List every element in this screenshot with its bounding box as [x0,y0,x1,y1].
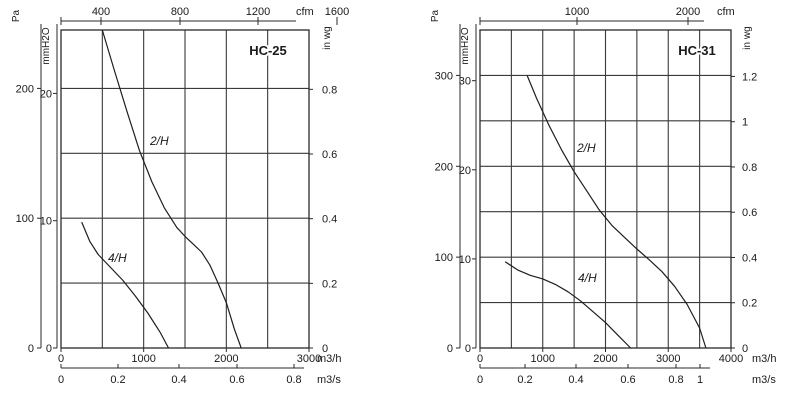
chart-panel-2: 0100200300Pa0102030mmH2O00.20.40.60.811.… [430,6,776,386]
pa-tick-label: 200 [435,161,453,173]
m3s-tick-label: 1 [697,374,703,386]
inwg-tick-label: 0.8 [322,84,337,96]
inwg-tick-label: 0.6 [742,207,757,219]
m3s-tick-label: 0.8 [286,374,301,386]
cfm-tick-label: 1200 [246,6,270,18]
m3h-tick-label: 3000 [656,353,680,365]
inwg-tick-label: 0 [322,343,328,355]
pa-tick-label: 0 [28,343,34,355]
m3s-tick-label: 0.6 [229,374,244,386]
pa-axis-label: Pa [11,9,22,22]
m3h-tick-label: 0 [58,353,64,365]
mmh2o-tick-label: 20 [40,88,52,100]
chart-panel-1: 0 100 200 Pa 0 10 20 mmH2O 0 0.2 0.4 0.6 0.8 in wg 400… [11,6,349,386]
plot-frame [60,29,310,349]
cfm-axis-label: cfm [717,6,735,18]
m3s-tick-label: 0.2 [517,374,532,386]
m3s-tick-label: 0.8 [668,374,683,386]
m3h-tick-label: 1000 [131,353,155,365]
mmh2o-axis-label: mmH2O [41,27,52,64]
m3h-tick-label: 1000 [531,353,555,365]
cfm-tick-label: 800 [171,6,189,18]
inwg-axis-label: in wg [322,26,333,49]
series-line-2-h [101,29,242,349]
pa-tick-label: 100 [435,252,453,264]
m3h-tick-label: 3000 [297,353,321,365]
grid [480,30,731,349]
m3s-tick-label: 0.4 [171,374,186,386]
inwg-tick-label: 0.8 [742,162,757,174]
mmh2o-tick-label: 0 [46,343,52,355]
inwg-tick-label: 0.2 [742,298,757,310]
m3h-axis-label: m3/h [317,353,341,365]
m3s-tick-label: 0.2 [110,374,125,386]
cfm-tick-label: 2000 [676,6,700,18]
inwg-tick-label: 0.2 [322,278,337,290]
m3s-tick-label: 0.6 [620,374,635,386]
series-line-4-h [504,261,632,349]
m3s-axis-label: m3/s [752,374,776,386]
inwg-tick-label: 0.6 [322,149,337,161]
series-label: 4/H [578,271,597,285]
mmh2o-tick-label: 10 [459,254,471,266]
pa-tick-label: 0 [447,343,453,355]
m3s-axis-label: m3/s [317,374,341,386]
m3h-tick-label: 2000 [593,353,617,365]
mmh2o-tick-label: 10 [40,216,52,228]
chart-title: HC-31 [678,43,716,58]
pa-axis-label: Pa [430,9,441,22]
mmh2o-tick-label: 0 [465,343,471,355]
inwg-tick-label: 0 [742,343,748,355]
cfm-tick-label: 1000 [565,6,589,18]
series-line-2-h [526,75,707,349]
inwg-tick-label: 1.2 [742,71,757,83]
inwg-tick-label: 0.4 [322,214,337,226]
inwg-tick-label: 1 [742,117,748,129]
m3s-tick-label: 0 [58,374,64,386]
inwg-axis-label: in wg [742,26,753,49]
grid [61,30,309,349]
series-label: 2/H [576,141,596,155]
pa-tick-label: 300 [435,70,453,82]
pa-tick-label: 100 [16,213,34,225]
cfm-tick-label: 400 [92,6,110,18]
inwg-tick-label: 0.4 [742,252,757,264]
mmh2o-tick-label: 30 [459,76,471,88]
pa-tick-label: 200 [16,83,34,95]
m3h-tick-label: 4000 [719,353,743,365]
m3h-tick-label: 2000 [214,353,238,365]
series-label: 2/H [149,134,169,148]
m3s-tick-label: 0 [477,374,483,386]
cfm-axis-label: cfm [296,6,314,18]
mmh2o-tick-label: 20 [459,165,471,177]
m3h-axis-label: m3/h [752,353,776,365]
series-line-4-h [81,221,170,349]
m3s-tick-label: 0.4 [568,374,583,386]
series-label: 4/H [108,251,127,265]
mmh2o-axis-label: mmH2O [460,27,471,64]
chart-title: HC-25 [249,43,287,58]
m3h-tick-label: 0 [477,353,483,365]
cfm-tick-label: 1600 [325,6,349,18]
